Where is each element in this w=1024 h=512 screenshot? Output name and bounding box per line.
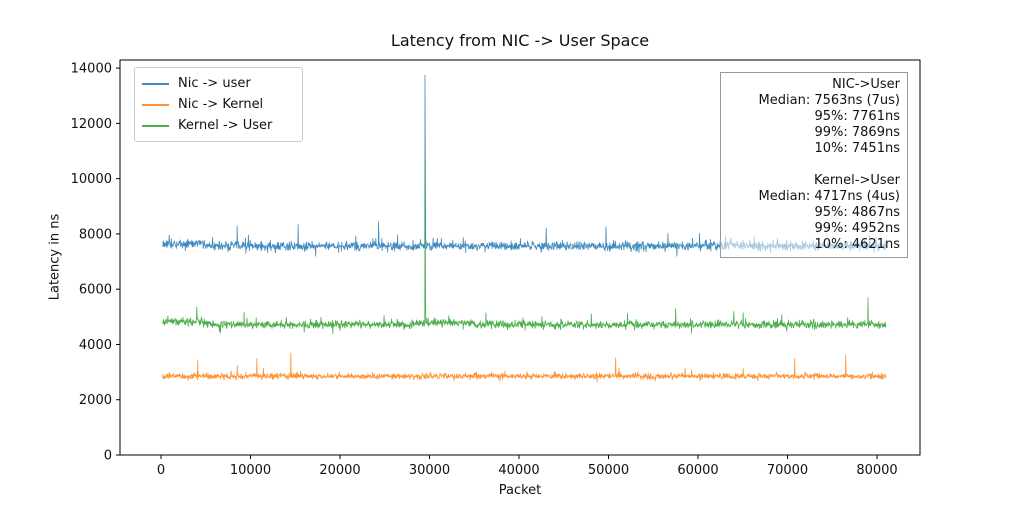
stats-annotation-box: NIC->User Median: 7563ns (7us) 95%: 7761… (720, 72, 908, 258)
x-tick-label: 10000 (230, 463, 271, 478)
stats-line: 99%: 4952ns (814, 221, 900, 236)
legend-entry-nic-kernel: Nic -> Kernel (142, 94, 294, 115)
y-tick-label: 0 (104, 449, 112, 464)
stats-line: 95%: 7761ns (814, 109, 900, 124)
legend-label: Nic -> user (178, 76, 251, 91)
stats-line: Median: 4717ns (4us) (758, 189, 900, 204)
legend-entry-nic-user: Nic -> user (142, 73, 294, 94)
y-tick-label: 6000 (79, 283, 112, 298)
x-tick-label: 30000 (409, 463, 450, 478)
stats-line (728, 157, 900, 173)
x-tick-label: 40000 (498, 463, 539, 478)
y-tick-label: 8000 (79, 227, 112, 242)
y-tick-label: 2000 (79, 393, 112, 408)
y-tick-label: 4000 (79, 338, 112, 353)
x-tick-label: 20000 (319, 463, 360, 478)
x-tick-label: 60000 (677, 463, 718, 478)
series-line-nic-kernel (162, 352, 887, 383)
x-axis-label: Packet (498, 483, 542, 498)
legend: Nic -> user Nic -> Kernel Kernel -> User (134, 67, 303, 142)
legend-line-swatch-orange (142, 103, 169, 106)
legend-entry-kernel-user: Kernel -> User (142, 115, 294, 136)
stats-line: 10%: 7451ns (814, 141, 900, 156)
x-tick-label: 70000 (767, 463, 808, 478)
y-tick-label: 14000 (71, 62, 112, 77)
legend-line-swatch-blue (142, 82, 169, 85)
axes-spines (119, 59, 921, 456)
stats-line: Kernel->User (813, 173, 900, 188)
chart-title: Latency from NIC -> User Space (390, 31, 650, 50)
legend-line-swatch-green (142, 124, 169, 127)
stats-line: 95%: 4867ns (814, 205, 900, 220)
y-axis-label: Latency in ns (47, 213, 63, 301)
stats-line: Median: 7563ns (7us) (758, 93, 900, 108)
stats-line: NIC->User (832, 77, 900, 92)
legend-label: Kernel -> User (178, 118, 273, 133)
y-tick-label: 10000 (71, 172, 112, 187)
stats-line: 10%: 4621ns (814, 237, 900, 252)
y-tick-label: 12000 (71, 117, 112, 132)
x-tick-label: 0 (157, 463, 165, 478)
x-tick-label: 80000 (856, 463, 897, 478)
x-tick-label: 50000 (588, 463, 629, 478)
stats-line: 99%: 7869ns (814, 125, 900, 140)
series-line-kernel-user (162, 157, 887, 334)
legend-label: Nic -> Kernel (178, 97, 264, 112)
